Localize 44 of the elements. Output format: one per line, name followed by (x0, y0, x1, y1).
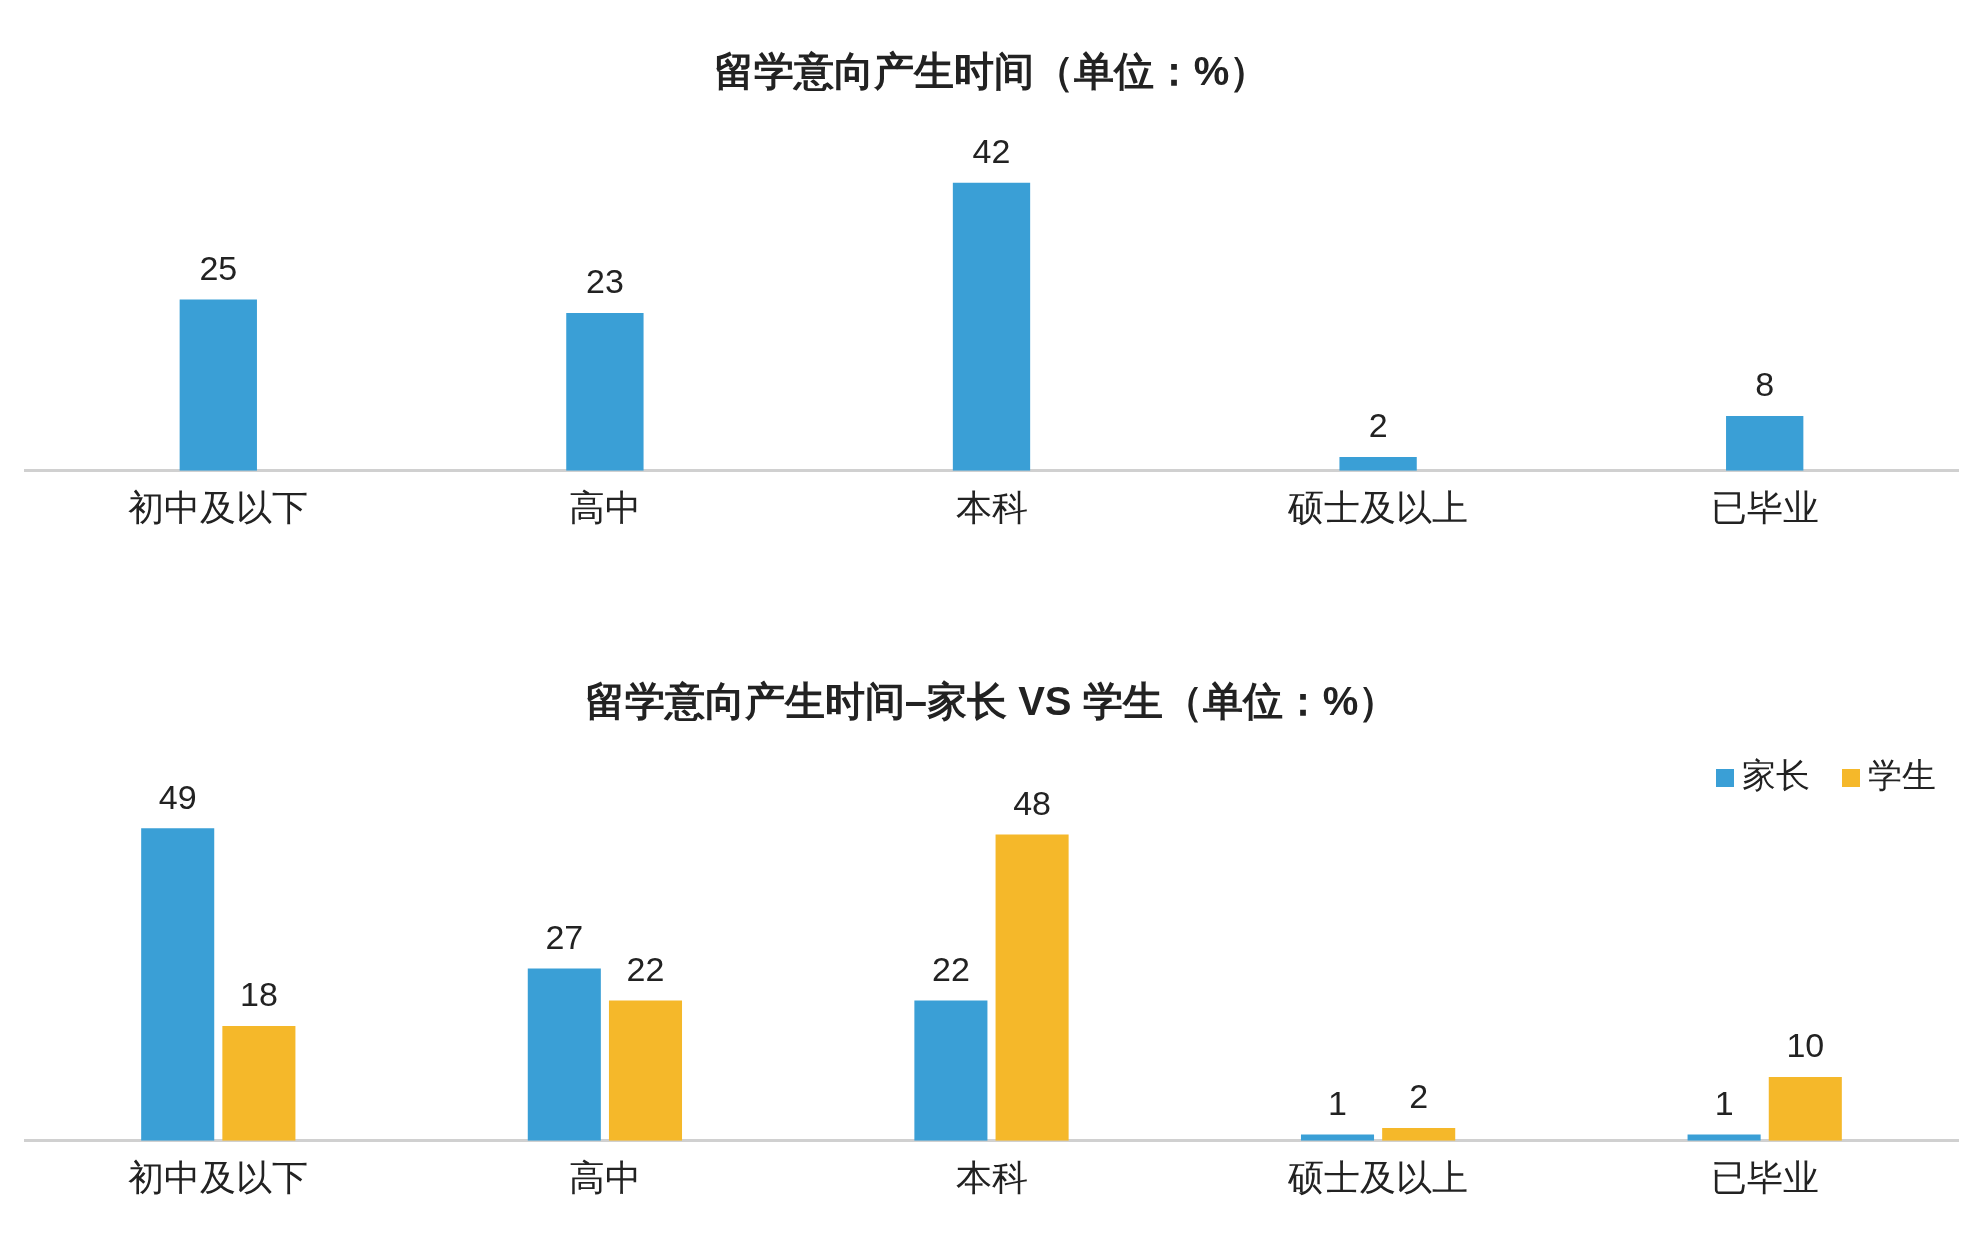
data-label: 10 (1786, 1026, 1825, 1065)
data-label: 42 (972, 132, 1011, 171)
bar (141, 828, 215, 1141)
data-label: 22 (626, 949, 665, 988)
x-tick-label: 高中 (568, 487, 641, 529)
x-tick-label: 已毕业 (1710, 1157, 1819, 1199)
bar (952, 182, 1031, 471)
x-tick-label: 高中 (568, 1157, 641, 1199)
bar (1768, 1077, 1842, 1141)
x-tick-label: 初中及以下 (128, 1157, 309, 1199)
data-label: 25 (199, 248, 238, 287)
bar (608, 1000, 683, 1141)
data-label: 2 (1409, 1077, 1429, 1116)
data-label: 48 (1013, 783, 1052, 822)
data-label: 2 (1368, 406, 1388, 445)
bar (1687, 1134, 1761, 1141)
data-label: 49 (158, 777, 197, 816)
data-label: 18 (239, 975, 278, 1014)
x-tick-label: 初中及以下 (128, 487, 309, 529)
chart-title: 留学意向产生时间–家长 VS 学生（单位：%） (584, 679, 1399, 724)
data-label: 23 (585, 262, 624, 301)
x-tick-label: 本科 (955, 487, 1028, 529)
data-label: 1 (1328, 1083, 1347, 1122)
x-tick-label: 已毕业 (1710, 487, 1819, 529)
data-label: 8 (1755, 365, 1775, 404)
bar (1300, 1134, 1375, 1141)
legend-label: 家长 (1742, 756, 1810, 795)
bar (527, 968, 601, 1141)
x-tick-label: 本科 (955, 1157, 1028, 1199)
x-tick-label: 硕士及以上 (1287, 487, 1469, 529)
bar (995, 834, 1069, 1141)
bar (179, 299, 257, 471)
bar (1382, 1128, 1456, 1141)
bar (1726, 415, 1804, 471)
bar (1339, 457, 1417, 471)
bar (914, 1000, 988, 1141)
x-tick-label: 硕士及以上 (1287, 1157, 1469, 1199)
chart-title: 留学意向产生时间（单位：%） (713, 49, 1270, 94)
legend-label: 学生 (1868, 756, 1936, 795)
data-label: 22 (931, 949, 970, 988)
bar (566, 313, 644, 471)
data-label: 27 (545, 917, 584, 956)
data-label: 1 (1714, 1083, 1734, 1122)
bar (222, 1025, 296, 1141)
